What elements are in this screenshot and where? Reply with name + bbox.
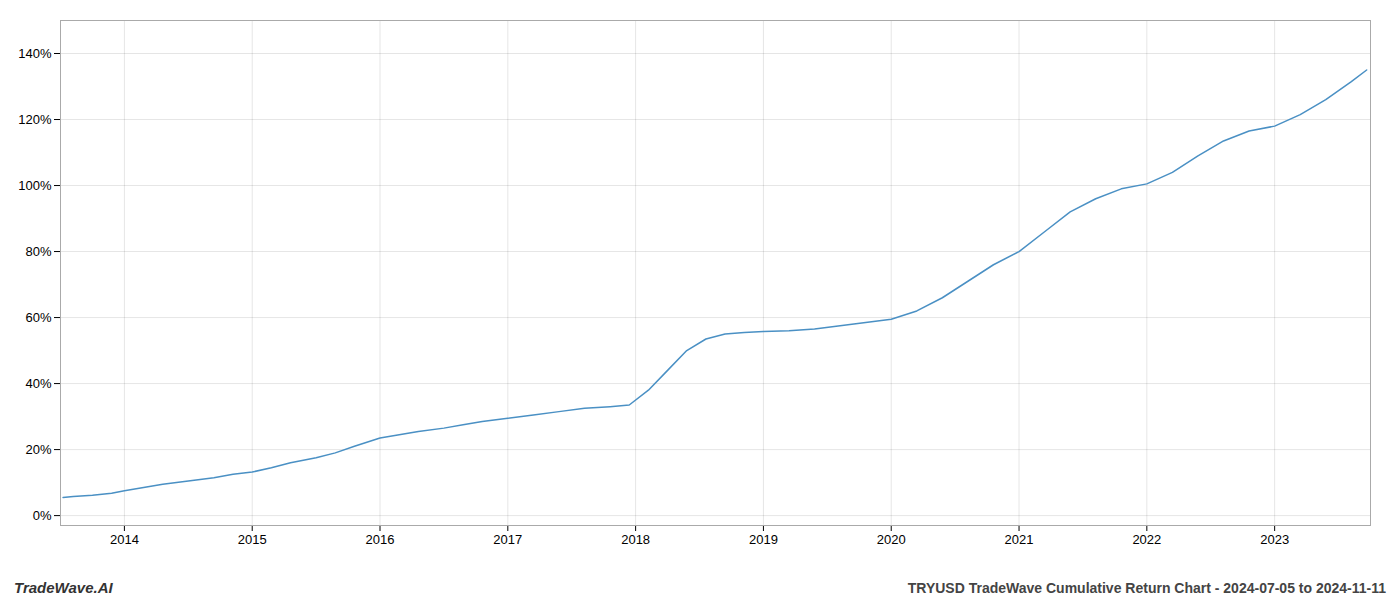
svg-text:20%: 20% xyxy=(25,442,51,457)
svg-text:80%: 80% xyxy=(25,244,51,259)
svg-text:2014: 2014 xyxy=(110,532,139,547)
svg-text:120%: 120% xyxy=(18,112,52,127)
svg-text:2019: 2019 xyxy=(749,532,778,547)
svg-text:2022: 2022 xyxy=(1132,532,1161,547)
html-text:TradeWave.AI: TradeWave.AI xyxy=(14,579,113,596)
svg-text:2018: 2018 xyxy=(621,532,650,547)
svg-text:2017: 2017 xyxy=(493,532,522,547)
svg-text:40%: 40% xyxy=(25,376,51,391)
svg-text:60%: 60% xyxy=(25,310,51,325)
html-text:TRYUSD TradeWave Cumulative Re: TRYUSD TradeWave Cumulative Return Chart… xyxy=(907,580,1386,596)
svg-text:0%: 0% xyxy=(33,508,52,523)
svg-text:2016: 2016 xyxy=(366,532,395,547)
svg-text:100%: 100% xyxy=(18,178,52,193)
svg-text:140%: 140% xyxy=(18,46,52,61)
svg-text:2021: 2021 xyxy=(1005,532,1034,547)
svg-text:2020: 2020 xyxy=(877,532,906,547)
svg-text:2015: 2015 xyxy=(238,532,267,547)
svg-text:2023: 2023 xyxy=(1260,532,1289,547)
